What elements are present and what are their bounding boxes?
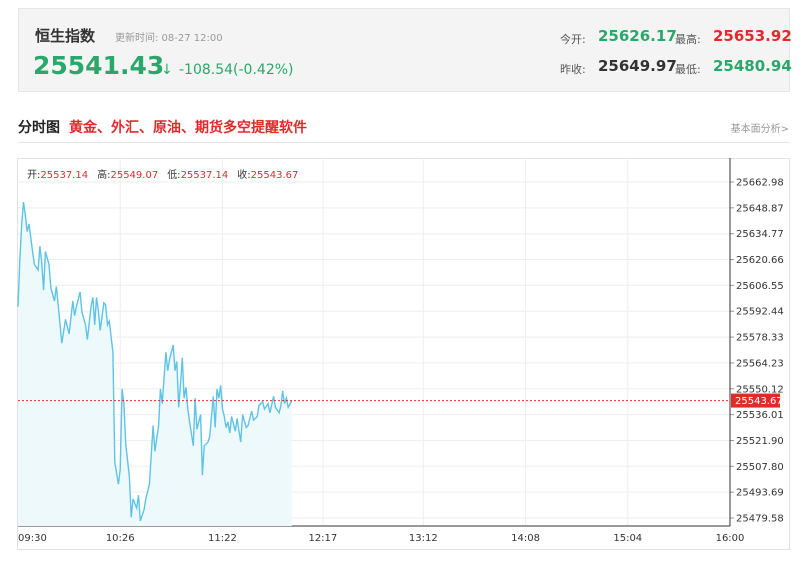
y-tick-label: 25521.90 xyxy=(736,436,784,447)
chart-frame xyxy=(17,158,790,550)
prev-close-value: 25649.97 xyxy=(598,57,677,75)
y-tick-label: 25507.80 xyxy=(736,462,784,473)
y-tick-label: 25578.33 xyxy=(736,333,784,344)
y-tick-label: 25620.66 xyxy=(736,255,784,266)
x-tick-label: 16:00 xyxy=(716,533,745,544)
ohlc-close-label: 收: xyxy=(237,170,251,181)
x-tick-label: 11:22 xyxy=(208,533,237,544)
open-value: 25626.17 xyxy=(598,27,677,45)
ohlc-high-value: 25549.07 xyxy=(110,170,159,181)
update-time: 更新时间: 08-27 12:00 xyxy=(115,33,223,44)
y-tick-label: 25662.98 xyxy=(736,178,784,189)
section-title: 分时图 xyxy=(18,120,60,136)
y-tick-label: 25634.77 xyxy=(736,229,784,240)
down-arrow-icon: ↓ xyxy=(161,62,173,78)
x-tick-label: 12:17 xyxy=(308,533,337,544)
y-tick-label: 25564.23 xyxy=(736,358,784,369)
x-tick-label: 14:08 xyxy=(511,533,540,544)
y-tick-label: 25592.44 xyxy=(736,307,784,318)
x-tick-label: 15:04 xyxy=(613,533,642,544)
last-price: 25541.43 xyxy=(33,51,165,80)
index-name: 恒生指数 xyxy=(35,27,96,45)
ohlc-close-value: 25543.67 xyxy=(250,170,299,181)
y-tick-label: 25493.69 xyxy=(736,488,784,499)
promo-link[interactable]: 黄金、外汇、原油、期货多空提醒软件 xyxy=(69,120,307,136)
ohlc-readout: 开:25537.14 高:25549.07 低:25537.14 收:25543.67 xyxy=(27,166,298,181)
prev-close-label: 昨收: xyxy=(560,63,586,76)
y-tick-label: 25606.55 xyxy=(736,281,784,292)
price-change: -108.54(-0.42%) xyxy=(179,62,294,78)
y-tick-label: 25648.87 xyxy=(736,203,784,214)
price-area xyxy=(18,202,292,526)
section-divider xyxy=(18,142,790,143)
y-tick-label: 25536.01 xyxy=(736,410,784,421)
high-label: 最高: xyxy=(675,33,701,46)
ohlc-low-value: 25537.14 xyxy=(180,170,229,181)
ohlc-low-label: 低: xyxy=(167,170,181,181)
x-tick-label: 10:26 xyxy=(106,533,135,544)
y-tick-label: 25550.12 xyxy=(736,384,784,395)
current-price-label: 25543.67 xyxy=(735,396,783,407)
x-tick-label: 09:30 xyxy=(18,533,47,544)
low-value: 25480.94 xyxy=(713,57,792,75)
ohlc-high-label: 高: xyxy=(97,170,111,181)
low-label: 最低: xyxy=(675,63,701,76)
price-line xyxy=(17,202,293,522)
y-tick-label: 25479.58 xyxy=(736,514,784,525)
current-price-badge xyxy=(731,393,780,408)
quote-panel: 恒生指数 更新时间: 08-27 12:00 25541.43 ↓ -108.5… xyxy=(18,8,792,92)
ohlc-open-value: 25537.14 xyxy=(40,170,89,181)
x-tick-label: 13:12 xyxy=(409,533,438,544)
ohlc-open-label: 开: xyxy=(27,170,41,181)
open-label: 今开: xyxy=(560,33,586,46)
basic-analysis-link[interactable]: 基本面分析> xyxy=(730,124,789,135)
high-value: 25653.92 xyxy=(713,27,792,45)
